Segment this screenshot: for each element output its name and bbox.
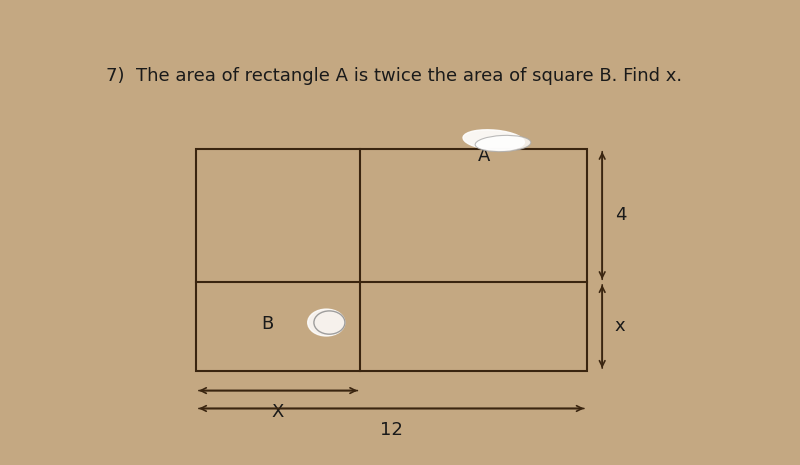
Text: A: A bbox=[478, 147, 490, 165]
Text: 4: 4 bbox=[614, 206, 626, 225]
Text: X: X bbox=[272, 403, 284, 421]
Text: x: x bbox=[614, 318, 626, 335]
Text: B: B bbox=[262, 315, 274, 333]
Text: 7)  The area of rectangle A is twice the area of square B. Find x.: 7) The area of rectangle A is twice the … bbox=[106, 66, 682, 85]
Bar bbox=[196, 149, 586, 371]
Ellipse shape bbox=[308, 309, 345, 336]
Ellipse shape bbox=[475, 135, 531, 152]
Text: 12: 12 bbox=[380, 421, 403, 439]
Ellipse shape bbox=[463, 130, 524, 150]
